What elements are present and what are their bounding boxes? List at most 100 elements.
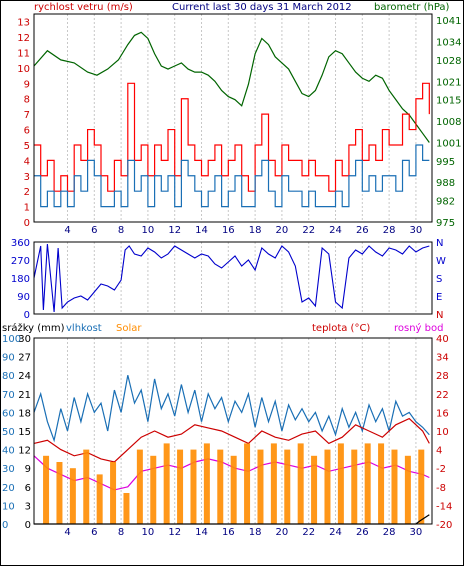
x-tick-label: 20 [276, 527, 289, 538]
pressure-tick-label: 995 [436, 157, 455, 168]
x-tick-label: 30 [410, 527, 423, 538]
humidity-tick-label: 90 [2, 353, 15, 364]
rain-tick-label: 18 [18, 408, 31, 419]
humidity-tick-label: 30 [2, 464, 15, 475]
legend-temperature: teplota (°C) [312, 323, 370, 334]
solar-bar [177, 449, 184, 524]
solar-bar [404, 455, 411, 524]
pressure-tick-label: 982 [436, 197, 455, 208]
x-tick-label: 18 [249, 225, 262, 236]
pressure-tick-label: 1015 [436, 96, 461, 107]
temperature-tick-label: -14 [436, 501, 452, 512]
solar-bar [203, 443, 210, 524]
humidity-tick-label: 70 [2, 390, 15, 401]
x-tick-label: 26 [356, 225, 369, 236]
x-tick-label: 4 [64, 527, 70, 538]
humidity-tick-label: 10 [2, 501, 15, 512]
legend-humidity: vlhkost [66, 323, 102, 334]
solar-bar [270, 443, 277, 524]
wind-tick-label: 11 [17, 49, 30, 60]
x-tick-label: 6 [91, 225, 97, 236]
wind-tick-label: 6 [24, 126, 30, 137]
solar-bar [351, 449, 358, 524]
panel-1-frame [33, 13, 433, 223]
solar-bar [244, 443, 251, 524]
pressure-tick-label: 1028 [436, 56, 461, 67]
x-tick-label: 28 [383, 225, 396, 236]
solar-bar [297, 443, 304, 524]
pressure-tick-label: 975 [436, 218, 455, 229]
x-tick-label: 24 [329, 527, 342, 538]
rain-tick-label: 24 [18, 371, 31, 382]
temperature-tick-label: 10 [436, 427, 449, 438]
chart-title: Current last 30 days 31 March 2012 [172, 2, 352, 13]
direction-compass-label: N [436, 238, 443, 249]
temperature-tick-label: -2 [436, 464, 446, 475]
legend-dewpoint: rosný bod [394, 322, 443, 334]
solar-bar [324, 449, 331, 524]
solar-bar [83, 449, 90, 524]
direction-compass-label: E [436, 292, 442, 303]
direction-tick-label: 360 [11, 238, 30, 249]
rain-tick-label: 3 [25, 501, 31, 512]
solar-bar [56, 462, 63, 524]
solar-bar [110, 462, 117, 524]
solar-bar [378, 443, 385, 524]
series-gust [34, 82, 430, 192]
x-tick-label: 8 [118, 225, 124, 236]
wind-tick-label: 3 [24, 172, 30, 183]
wind-tick-label: 0 [24, 218, 30, 229]
rain-tick-label: 12 [18, 446, 31, 457]
solar-bar [230, 455, 237, 524]
wind-tick-label: 10 [17, 64, 30, 75]
pressure-tick-label: 1008 [436, 117, 461, 128]
x-tick-label: 16 [222, 225, 235, 236]
temperature-tick-label: 4 [436, 446, 442, 457]
temperature-tick-label: 16 [436, 408, 449, 419]
wind-tick-label: 7 [24, 110, 30, 121]
solar-bar [418, 449, 425, 524]
rain-tick-label: 15 [18, 427, 31, 438]
legend-rain: srážky (mm) [2, 322, 65, 334]
legend-solar: Solar [116, 323, 142, 334]
x-tick-label: 8 [118, 527, 124, 538]
series-wind-direction [33, 243, 430, 313]
series-barometr [33, 31, 430, 143]
solar-bar [163, 443, 170, 524]
pressure-tick-label: 1034 [436, 38, 461, 49]
barometer-axis-title: barometr (hPa) [374, 2, 450, 13]
panel-3-frame [33, 337, 433, 525]
solar-bar [284, 449, 291, 524]
wind-axis-title: rychlost vetru (m/s) [34, 2, 133, 13]
x-tick-label: 12 [168, 527, 181, 538]
wind-tick-label: 12 [17, 33, 30, 44]
x-tick-label: 30 [410, 225, 423, 236]
wind-tick-label: 5 [24, 141, 30, 152]
humidity-tick-label: 60 [2, 408, 15, 419]
direction-tick-label: 90 [17, 292, 30, 303]
wind-tick-label: 1 [24, 203, 30, 214]
x-tick-label: 4 [64, 225, 70, 236]
solar-bar [364, 443, 371, 524]
temperature-tick-label: 34 [436, 353, 449, 364]
direction-tick-label: 0 [24, 310, 30, 321]
series-vlhkost [33, 375, 430, 443]
solar-bar [136, 449, 143, 524]
solar-bar [123, 493, 130, 524]
rain-tick-label: 30 [18, 334, 31, 345]
x-tick-label: 22 [302, 225, 315, 236]
x-tick-label: 12 [168, 225, 181, 236]
rain-tick-label: 27 [18, 353, 31, 364]
temperature-tick-label: 22 [436, 390, 449, 401]
solar-bar [391, 449, 398, 524]
temperature-tick-label: -8 [436, 483, 446, 494]
solar-bar [337, 443, 344, 524]
pressure-tick-label: 1001 [436, 138, 461, 149]
rain-tick-label: 6 [25, 483, 31, 494]
solar-bar [96, 474, 103, 524]
x-tick-label: 10 [142, 225, 155, 236]
pressure-tick-label: 1021 [436, 77, 461, 88]
x-tick-label: 26 [356, 527, 369, 538]
panel-2-frame [33, 241, 433, 315]
x-tick-label: 16 [222, 527, 235, 538]
